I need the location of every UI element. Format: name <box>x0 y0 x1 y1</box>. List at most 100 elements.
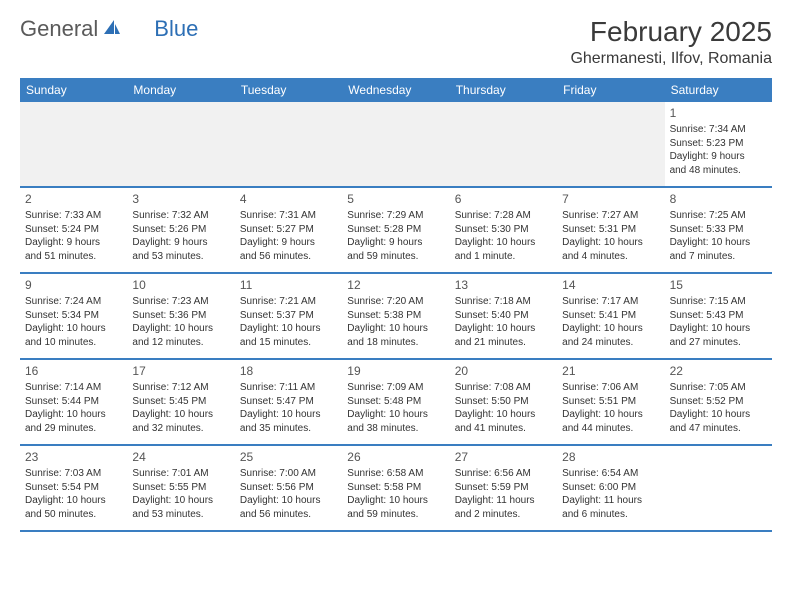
day-detail: and 32 minutes. <box>132 422 229 436</box>
day-detail: Sunset: 5:55 PM <box>132 481 229 495</box>
day-detail: Sunrise: 7:24 AM <box>25 295 122 309</box>
day-detail: Sunset: 5:48 PM <box>347 395 444 409</box>
day-detail: Sunrise: 7:03 AM <box>25 467 122 481</box>
day-detail: Daylight: 10 hours <box>25 322 122 336</box>
logo-sail-icon <box>102 16 122 42</box>
day-detail: Sunrise: 6:58 AM <box>347 467 444 481</box>
weeks-container: 1Sunrise: 7:34 AMSunset: 5:23 PMDaylight… <box>20 102 772 532</box>
day-detail: Sunrise: 7:17 AM <box>562 295 659 309</box>
day-detail: Sunrise: 7:23 AM <box>132 295 229 309</box>
day-cell: 4Sunrise: 7:31 AMSunset: 5:27 PMDaylight… <box>235 188 342 272</box>
week-row: 23Sunrise: 7:03 AMSunset: 5:54 PMDayligh… <box>20 446 772 532</box>
day-detail: Daylight: 10 hours <box>132 408 229 422</box>
day-detail: and 7 minutes. <box>670 250 767 264</box>
day-detail: Daylight: 10 hours <box>455 408 552 422</box>
day-detail: Sunset: 5:34 PM <box>25 309 122 323</box>
day-number: 16 <box>25 363 122 379</box>
day-detail: and 51 minutes. <box>25 250 122 264</box>
day-number: 11 <box>240 277 337 293</box>
day-detail: Daylight: 9 hours <box>347 236 444 250</box>
day-cell: 28Sunrise: 6:54 AMSunset: 6:00 PMDayligh… <box>557 446 664 530</box>
month-title: February 2025 <box>570 16 772 48</box>
day-cell: 3Sunrise: 7:32 AMSunset: 5:26 PMDaylight… <box>127 188 234 272</box>
day-detail: Daylight: 10 hours <box>562 236 659 250</box>
calendar-grid: SundayMondayTuesdayWednesdayThursdayFrid… <box>20 78 772 532</box>
day-number: 20 <box>455 363 552 379</box>
day-detail: Sunrise: 7:20 AM <box>347 295 444 309</box>
day-number: 17 <box>132 363 229 379</box>
day-detail: Sunset: 5:58 PM <box>347 481 444 495</box>
day-detail: Sunset: 5:28 PM <box>347 223 444 237</box>
logo: GeneralBlue <box>20 16 198 42</box>
day-detail: Sunrise: 6:54 AM <box>562 467 659 481</box>
day-number: 6 <box>455 191 552 207</box>
weekday-header-row: SundayMondayTuesdayWednesdayThursdayFrid… <box>20 78 772 102</box>
day-detail: and 35 minutes. <box>240 422 337 436</box>
day-detail: Sunset: 5:59 PM <box>455 481 552 495</box>
day-cell: 26Sunrise: 6:58 AMSunset: 5:58 PMDayligh… <box>342 446 449 530</box>
day-cell: 14 Sunrise: 7:17 AMSunset: 5:41 PMDayligh… <box>557 274 664 358</box>
day-cell <box>557 102 664 186</box>
day-detail: and 2 minutes. <box>455 508 552 522</box>
day-cell <box>20 102 127 186</box>
day-detail: Sunrise: 7:27 AM <box>562 209 659 223</box>
day-cell: 17Sunrise: 7:12 AMSunset: 5:45 PMDayligh… <box>127 360 234 444</box>
weekday-header: Thursday <box>450 78 557 102</box>
day-detail: and 29 minutes. <box>25 422 122 436</box>
day-detail: Daylight: 10 hours <box>670 236 767 250</box>
day-detail: and 10 minutes. <box>25 336 122 350</box>
day-detail: Daylight: 9 hours <box>132 236 229 250</box>
day-number: 26 <box>347 449 444 465</box>
day-cell: 13Sunrise: 7:18 AMSunset: 5:40 PMDayligh… <box>450 274 557 358</box>
day-detail: and 56 minutes. <box>240 250 337 264</box>
day-detail: Daylight: 10 hours <box>670 322 767 336</box>
day-detail: and 48 minutes. <box>670 164 767 178</box>
day-cell: 23Sunrise: 7:03 AMSunset: 5:54 PMDayligh… <box>20 446 127 530</box>
day-detail: Sunset: 5:41 PM <box>562 309 659 323</box>
day-detail: Daylight: 10 hours <box>347 322 444 336</box>
day-cell: 27Sunrise: 6:56 AMSunset: 5:59 PMDayligh… <box>450 446 557 530</box>
day-detail: Sunrise: 7:12 AM <box>132 381 229 395</box>
day-cell <box>665 446 772 530</box>
day-detail: Sunrise: 7:28 AM <box>455 209 552 223</box>
week-row: 1Sunrise: 7:34 AMSunset: 5:23 PMDaylight… <box>20 102 772 188</box>
day-number: 23 <box>25 449 122 465</box>
day-cell: 5Sunrise: 7:29 AMSunset: 5:28 PMDaylight… <box>342 188 449 272</box>
title-block: February 2025 Ghermanesti, Ilfov, Romani… <box>570 16 772 68</box>
day-detail: and 12 minutes. <box>132 336 229 350</box>
day-detail: Daylight: 11 hours <box>562 494 659 508</box>
day-detail: Daylight: 9 hours <box>240 236 337 250</box>
day-number: 12 <box>347 277 444 293</box>
day-number: 19 <box>347 363 444 379</box>
day-detail: and 53 minutes. <box>132 250 229 264</box>
day-detail: and 50 minutes. <box>25 508 122 522</box>
day-detail: Sunrise: 7:29 AM <box>347 209 444 223</box>
day-detail: Daylight: 10 hours <box>562 322 659 336</box>
day-detail: Sunrise: 7:01 AM <box>132 467 229 481</box>
day-number: 27 <box>455 449 552 465</box>
day-detail: Daylight: 10 hours <box>240 494 337 508</box>
day-detail: Sunrise: 7:15 AM <box>670 295 767 309</box>
day-number: 2 <box>25 191 122 207</box>
day-detail: Daylight: 10 hours <box>25 408 122 422</box>
day-detail: Sunrise: 7:18 AM <box>455 295 552 309</box>
day-cell <box>127 102 234 186</box>
day-detail: Sunrise: 7:00 AM <box>240 467 337 481</box>
weekday-header: Sunday <box>20 78 127 102</box>
day-cell: 2Sunrise: 7:33 AMSunset: 5:24 PMDaylight… <box>20 188 127 272</box>
day-detail: Sunset: 5:47 PM <box>240 395 337 409</box>
day-detail: Sunset: 6:00 PM <box>562 481 659 495</box>
week-row: 9Sunrise: 7:24 AMSunset: 5:34 PMDaylight… <box>20 274 772 360</box>
day-cell: 21Sunrise: 7:06 AMSunset: 5:51 PMDayligh… <box>557 360 664 444</box>
day-detail: and 47 minutes. <box>670 422 767 436</box>
weekday-header: Friday <box>557 78 664 102</box>
day-detail: Daylight: 10 hours <box>240 408 337 422</box>
day-detail: and 21 minutes. <box>455 336 552 350</box>
day-number: 14 <box>562 277 659 293</box>
weekday-header: Tuesday <box>235 78 342 102</box>
day-cell: 11Sunrise: 7:21 AMSunset: 5:37 PMDayligh… <box>235 274 342 358</box>
day-detail: and 24 minutes. <box>562 336 659 350</box>
day-number: 10 <box>132 277 229 293</box>
day-cell: 20Sunrise: 7:08 AMSunset: 5:50 PMDayligh… <box>450 360 557 444</box>
day-number: 3 <box>132 191 229 207</box>
